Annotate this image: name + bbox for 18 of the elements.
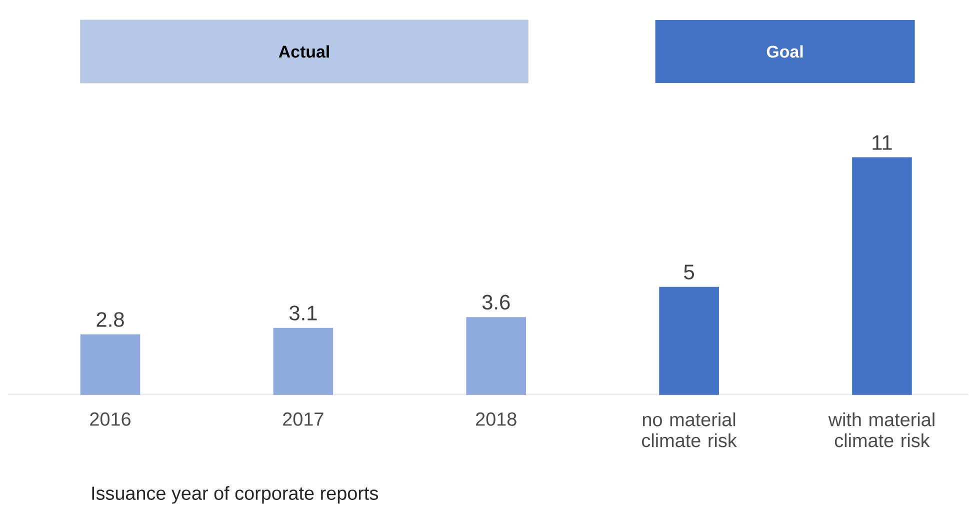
text: Goal: [766, 45, 803, 58]
data-label: 3.1: [289, 306, 317, 320]
data-label: 2.8: [96, 312, 124, 327]
bar: [466, 317, 526, 395]
x-tick-label: 2016: [90, 412, 130, 426]
x-tick-label: 2017: [283, 412, 324, 426]
data-label: 11: [872, 135, 892, 150]
x-tick-label: with material climate risk: [828, 412, 934, 448]
x-tick-label: 2018: [476, 412, 516, 426]
bar: [80, 334, 140, 395]
bar: [659, 286, 719, 395]
bar: [273, 328, 334, 395]
text: Actual: [278, 45, 329, 58]
x-tick-label: no material climate risk: [642, 412, 737, 448]
bar: [852, 157, 912, 395]
data-label: 5: [684, 264, 694, 280]
data-label: 3.6: [482, 294, 510, 310]
x-axis-title: Issuance year of corporate reports: [92, 486, 378, 504]
